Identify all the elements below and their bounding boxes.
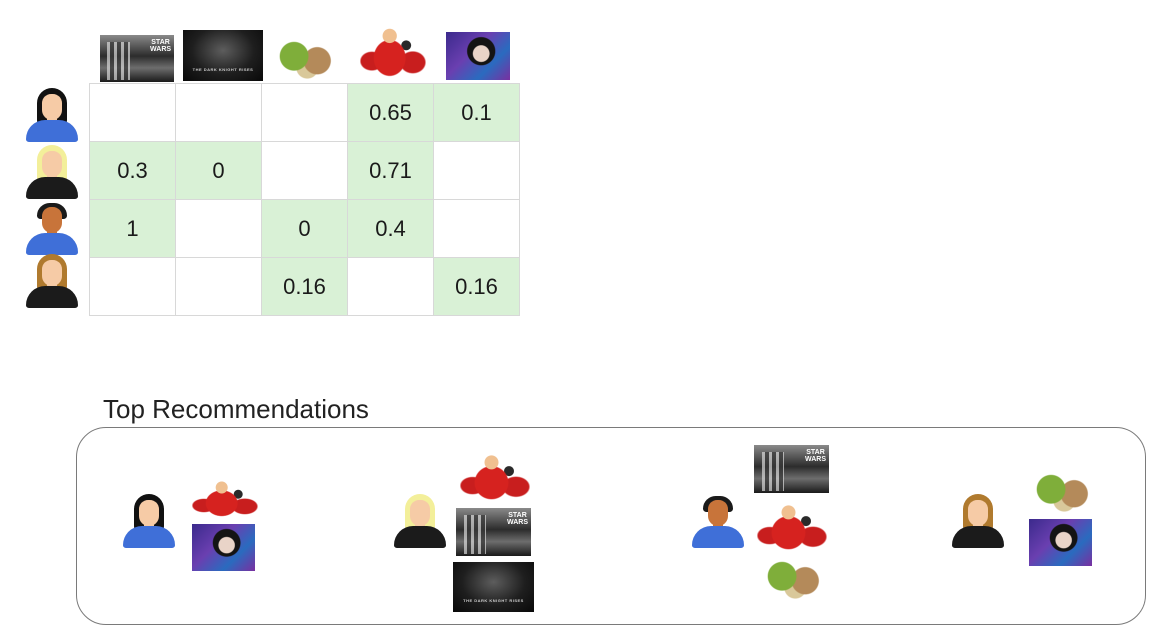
section-title: Top Recommendations xyxy=(103,394,369,424)
matrix-row: 0.3 0 0.71 xyxy=(89,141,520,200)
rec-user-avatar-1 xyxy=(121,492,177,548)
rating-cell xyxy=(433,141,520,200)
rec-star-wars-poster xyxy=(754,445,829,493)
rating-cell: 0.1 xyxy=(433,83,520,142)
rec-user-avatar-4 xyxy=(950,492,1006,548)
rating-cell: 0 xyxy=(175,141,262,200)
rec-user-avatar-2 xyxy=(392,492,448,548)
rating-cell: 0.16 xyxy=(433,257,520,316)
rating-cell xyxy=(261,141,348,200)
rating-cell xyxy=(89,257,176,316)
movie-header-incredibles xyxy=(360,17,426,80)
rating-cell: 0.16 xyxy=(261,257,348,316)
matrix-row: 0.16 0.16 xyxy=(89,257,520,316)
rating-cell xyxy=(347,257,434,316)
movie-header-star-wars xyxy=(100,35,174,82)
movie-header-dark-knight xyxy=(183,30,263,81)
user-avatar-4 xyxy=(24,252,80,308)
rec-incredibles-poster xyxy=(757,495,827,553)
rec-shrek-poster xyxy=(759,556,825,601)
matrix-row: 1 0 0.4 xyxy=(89,199,520,258)
matrix-row: 0.65 0.1 xyxy=(89,83,520,142)
recommendations-panel xyxy=(76,427,1146,625)
rating-cell xyxy=(175,199,262,258)
rec-dark-knight-poster xyxy=(453,562,534,612)
user-avatar-2 xyxy=(24,143,80,199)
user-avatar-3 xyxy=(24,199,80,255)
rating-cell xyxy=(175,257,262,316)
rec-user-avatar-3 xyxy=(690,492,746,548)
rating-cell: 0.4 xyxy=(347,199,434,258)
rating-cell xyxy=(261,83,348,142)
rating-cell: 0.65 xyxy=(347,83,434,142)
rating-cell xyxy=(89,83,176,142)
rating-cell xyxy=(433,199,520,258)
rec-incredibles-poster xyxy=(460,445,530,503)
movie-header-amelie xyxy=(446,32,510,80)
ratings-matrix: 0.65 0.1 0.3 0 0.71 1 0 0.4 0.16 0.16 xyxy=(89,83,520,316)
rating-cell xyxy=(175,83,262,142)
rec-star-wars-poster xyxy=(456,508,531,556)
rating-cell: 1 xyxy=(89,199,176,258)
movie-header-shrek xyxy=(271,36,337,81)
rec-shrek-poster xyxy=(1028,469,1094,514)
rating-cell: 0.71 xyxy=(347,141,434,200)
user-avatar-1 xyxy=(24,86,80,142)
rec-incredibles-poster xyxy=(192,474,258,519)
rating-cell: 0 xyxy=(261,199,348,258)
rec-amelie-poster xyxy=(192,524,255,571)
rating-cell: 0.3 xyxy=(89,141,176,200)
rec-amelie-poster xyxy=(1029,519,1092,566)
